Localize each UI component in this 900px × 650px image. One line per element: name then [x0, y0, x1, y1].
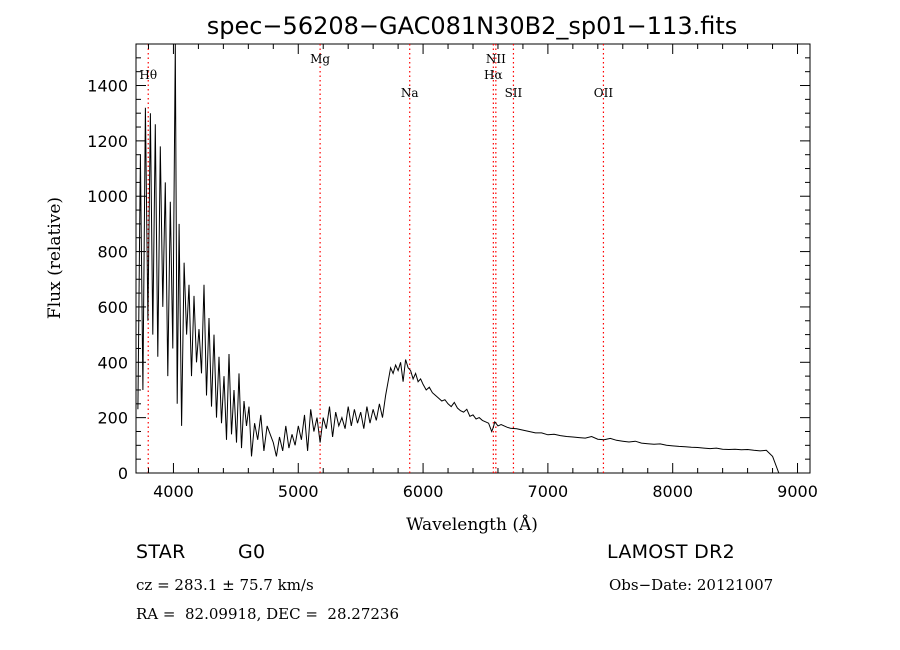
x-tick-label: 7000 — [528, 482, 569, 501]
x-axis-label: Wavelength (Å) — [406, 514, 538, 535]
y-axis: 0 200 400 600 800 1000 1200 1400 — [87, 57, 810, 483]
survey-label: LAMOST DR2 — [607, 541, 735, 563]
line-label: Hα — [484, 68, 503, 82]
x-tick-label: 9000 — [777, 482, 818, 501]
coordinates-line: RA = 82.09918, DEC = 28.27236 — [136, 605, 400, 623]
line-label: Mg — [310, 52, 330, 66]
redshift-line: cz = 283.1 ± 75.7 km/s — [136, 576, 314, 594]
object-subclass-label: G0 — [238, 541, 266, 563]
y-tick-label: 800 — [97, 243, 128, 262]
line-label: NII — [486, 52, 506, 66]
y-axis-label: Flux (relative) — [45, 197, 65, 319]
object-class-label: STAR — [136, 541, 186, 563]
y-tick-label: 0 — [118, 464, 128, 483]
spectrum-line — [137, 43, 780, 474]
x-tick-label: 4000 — [153, 482, 194, 501]
x-tick-label: 8000 — [652, 482, 693, 501]
line-label: OII — [594, 86, 614, 100]
y-tick-label: 200 — [97, 409, 128, 428]
y-tick-label: 600 — [97, 298, 128, 317]
x-axis: 4000 5000 6000 7000 8000 9000 — [147, 44, 818, 501]
plot-frame — [135, 43, 811, 474]
observation-date: Obs−Date: 20121007 — [609, 576, 774, 594]
line-label: SII — [505, 86, 523, 100]
chart-title: spec−56208−GAC081N30B2_sp01−113.fits — [207, 12, 738, 40]
y-tick-label: 1400 — [87, 77, 128, 96]
line-label: Hθ — [139, 68, 157, 82]
x-tick-label: 6000 — [403, 482, 444, 501]
y-tick-label: 1000 — [87, 187, 128, 206]
x-tick-label: 5000 — [278, 482, 319, 501]
y-tick-label: 400 — [97, 353, 128, 372]
y-tick-label: 1200 — [87, 132, 128, 151]
line-label: Na — [401, 86, 419, 100]
